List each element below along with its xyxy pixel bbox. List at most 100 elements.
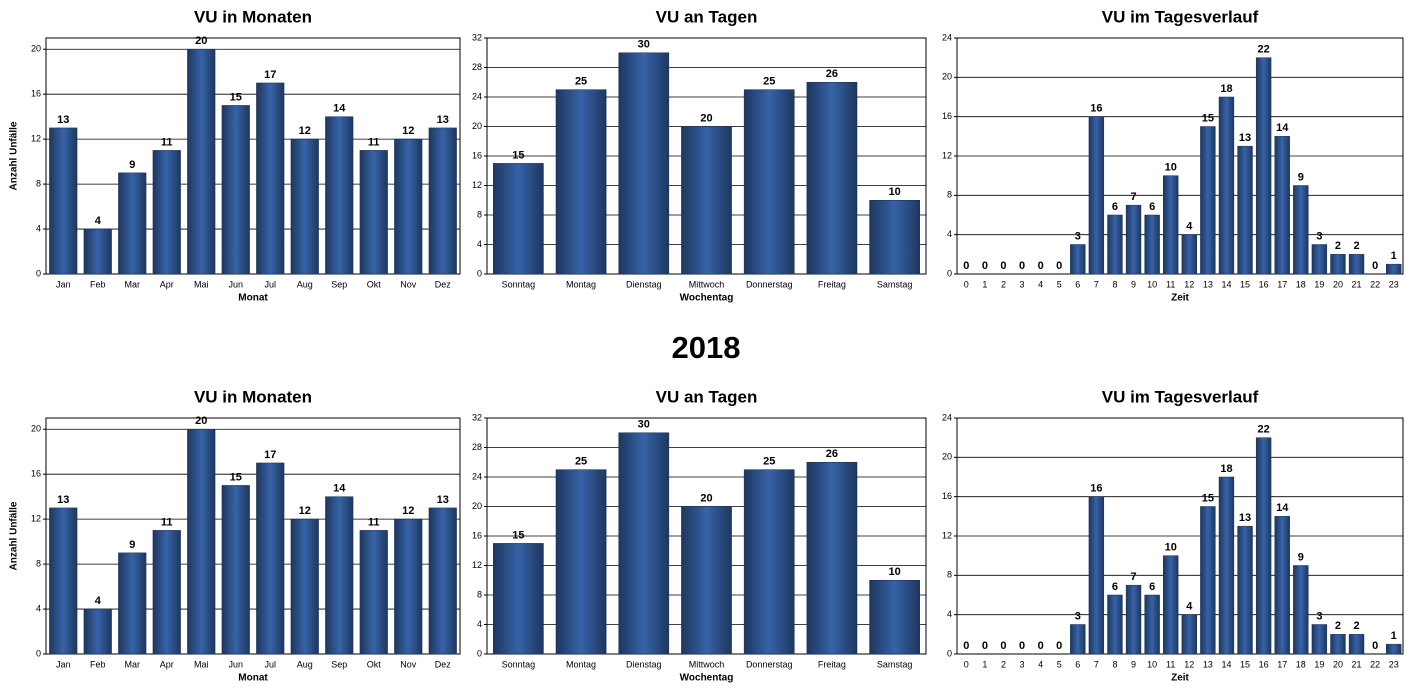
- y-tick-label: 8: [36, 558, 41, 568]
- x-tick-label: 16: [1259, 659, 1269, 669]
- x-tick-label: 4: [1038, 279, 1043, 289]
- x-tick-label: 3: [1020, 659, 1025, 669]
- chart-title: VU in Monaten: [194, 7, 312, 26]
- x-tick-label: 11: [1166, 659, 1175, 669]
- y-tick-label: 8: [947, 570, 952, 580]
- bar: [493, 163, 544, 275]
- bar: [493, 543, 544, 655]
- x-tick-label: 6: [1075, 659, 1080, 669]
- data-label: 14: [333, 483, 346, 495]
- x-tick-label: Sonntag: [502, 279, 536, 289]
- data-label: 3: [1075, 230, 1081, 242]
- x-tick-label: 7: [1094, 279, 1099, 289]
- bar: [1070, 244, 1086, 275]
- x-tick-label: Jul: [264, 279, 276, 289]
- data-label: 18: [1220, 463, 1232, 475]
- data-label: 2: [1353, 620, 1359, 632]
- data-label: 14: [333, 103, 346, 115]
- x-tick-label: 21: [1352, 279, 1362, 289]
- y-tick-label: 12: [942, 150, 952, 160]
- y-tick-label: 24: [472, 91, 482, 101]
- bar: [1181, 234, 1197, 275]
- x-tick-label: 4: [1038, 659, 1043, 669]
- y-tick-label: 8: [477, 589, 482, 599]
- x-axis-label: Zeit: [1171, 673, 1189, 684]
- x-tick-label: 0: [964, 659, 969, 669]
- y-tick-label: 12: [472, 180, 482, 190]
- data-label: 20: [195, 415, 207, 427]
- data-label: 25: [763, 456, 775, 468]
- data-label: 12: [299, 505, 311, 517]
- y-tick-label: 12: [31, 514, 41, 524]
- data-label: 15: [1202, 492, 1214, 504]
- x-tick-label: 23: [1389, 659, 1399, 669]
- x-tick-label: Okt: [367, 279, 382, 289]
- data-label: 3: [1316, 230, 1322, 242]
- x-tick-label: Mai: [194, 279, 209, 289]
- data-label: 25: [575, 456, 587, 468]
- y-tick-label: 20: [31, 424, 41, 434]
- x-tick-label: 3: [1020, 279, 1025, 289]
- bar: [1218, 96, 1235, 275]
- chart: VU an Tagen 0 4 8 12 16 20 24 28 32 Sonntag Montag D…: [472, 7, 927, 304]
- data-label: 6: [1149, 581, 1155, 593]
- data-label: 17: [264, 69, 276, 81]
- data-label: 1: [1391, 250, 1397, 262]
- bar: [83, 228, 112, 275]
- y-tick-label: 16: [942, 111, 952, 121]
- data-label: 6: [1149, 201, 1155, 213]
- x-tick-label: 11: [1166, 279, 1175, 289]
- data-label: 0: [1000, 640, 1006, 652]
- y-tick-label: 20: [472, 121, 482, 131]
- x-tick-label: 8: [1112, 659, 1117, 669]
- bar: [1330, 634, 1346, 655]
- bar: [1237, 525, 1253, 655]
- y-tick-label: 16: [472, 150, 482, 160]
- bar: [325, 116, 354, 275]
- data-label: 13: [1239, 132, 1251, 144]
- y-tick-label: 8: [947, 190, 952, 200]
- x-tick-label: 22: [1370, 279, 1380, 289]
- data-label: 13: [57, 494, 69, 506]
- x-tick-label: Donnerstag: [746, 279, 793, 289]
- x-tick-label: Mar: [125, 659, 141, 669]
- x-tick-label: 9: [1131, 279, 1136, 289]
- data-label: 7: [1130, 571, 1136, 583]
- x-axis-label: Wochentag: [680, 673, 734, 684]
- y-tick-label: 0: [947, 268, 952, 278]
- data-label: 3: [1316, 610, 1322, 622]
- bar: [1181, 614, 1197, 655]
- bar: [1125, 204, 1142, 275]
- y-tick-label: 28: [472, 442, 482, 452]
- bar: [806, 82, 858, 275]
- bar: [187, 428, 216, 655]
- y-tick-label: 4: [477, 619, 482, 629]
- x-tick-label: Feb: [90, 659, 106, 669]
- data-label: 16: [1090, 483, 1102, 495]
- y-tick-label: 0: [477, 268, 482, 278]
- x-tick-label: 18: [1296, 659, 1306, 669]
- x-tick-label: 10: [1147, 659, 1157, 669]
- y-tick-label: 16: [31, 469, 41, 479]
- x-tick-label: 9: [1131, 659, 1136, 669]
- data-label: 0: [1056, 260, 1062, 272]
- bar: [1274, 516, 1290, 655]
- data-label: 17: [264, 449, 276, 461]
- bar: [681, 506, 732, 655]
- bar: [256, 462, 285, 655]
- bar: [221, 105, 250, 275]
- x-tick-label: 1: [982, 659, 987, 669]
- y-tick-label: 0: [36, 648, 41, 658]
- bar: [1293, 565, 1309, 655]
- bar: [152, 150, 181, 275]
- x-tick-label: 18: [1296, 279, 1306, 289]
- x-tick-label: 15: [1240, 279, 1250, 289]
- data-label: 6: [1112, 581, 1118, 593]
- data-label: 30: [638, 39, 650, 51]
- bar: [428, 127, 457, 275]
- bar: [83, 608, 112, 655]
- y-tick-label: 4: [36, 223, 41, 233]
- bar: [1144, 594, 1160, 655]
- bar: [325, 496, 354, 655]
